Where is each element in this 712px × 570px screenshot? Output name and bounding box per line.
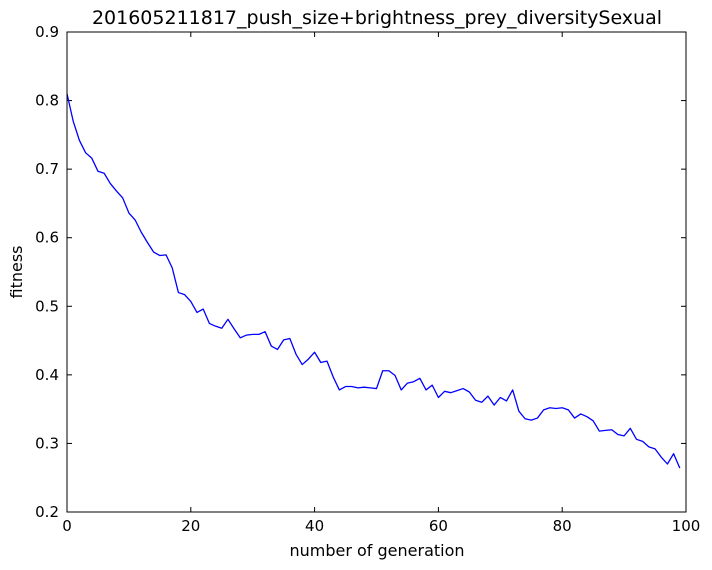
x-tick-label: 80 [553, 517, 572, 535]
y-tick-label: 0.4 [35, 366, 59, 384]
plot-frame [66, 31, 687, 513]
x-tick-label: 0 [62, 517, 72, 535]
y-tick-label: 0.3 [35, 434, 59, 452]
y-tick-label: 0.7 [35, 160, 59, 178]
y-tick-label: 0.9 [35, 23, 59, 41]
y-axis-label: fitness [7, 245, 26, 298]
y-tick-label: 0.6 [35, 229, 59, 247]
x-tick-label: 20 [181, 517, 200, 535]
axis-ticks [66, 31, 687, 513]
x-tick-label: 60 [429, 517, 448, 535]
x-tick-label: 40 [305, 517, 324, 535]
x-tick-label: 100 [672, 517, 701, 535]
chart-title: 201605211817_push_size+brightness_prey_d… [92, 7, 662, 29]
y-tick-label: 0.8 [35, 92, 59, 110]
x-axis-label: number of generation [289, 541, 464, 560]
y-tick-label: 0.5 [35, 297, 59, 315]
tick-labels: 0 20 40 60 80 100 0.2 0.3 0.4 0.5 0.6 0.7 0.8 0.9 [35, 23, 700, 535]
y-tick-label: 0.2 [35, 503, 59, 521]
fitness-series-line [66, 93, 681, 469]
